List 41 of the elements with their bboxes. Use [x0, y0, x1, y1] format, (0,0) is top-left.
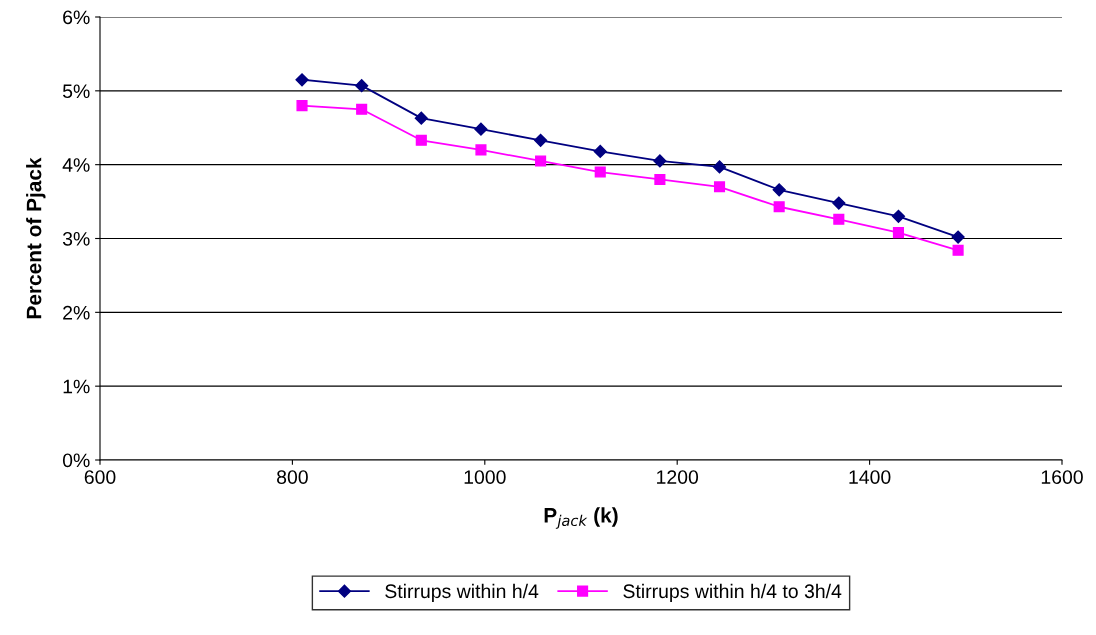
- x-tick-label: 800: [277, 470, 308, 484]
- point: [891, 209, 906, 223]
- point: [414, 111, 428, 125]
- y-tick-label: 5%: [62, 84, 90, 99]
- point: [713, 181, 726, 193]
- point: [832, 196, 846, 210]
- y-tick-label: 1%: [63, 379, 90, 394]
- x-tick-label: 1600: [1041, 470, 1083, 484]
- legend-label: Stirrups within h/4: [385, 583, 539, 602]
- point: [593, 144, 607, 158]
- x-tick-label: 1000: [464, 470, 506, 484]
- point: [772, 183, 786, 197]
- x-tick-label: 1400: [849, 470, 891, 484]
- y-tick-label: 0%: [62, 453, 90, 468]
- point: [654, 173, 666, 185]
- point: [892, 227, 905, 239]
- point: [295, 73, 309, 87]
- point: [474, 122, 488, 136]
- point: [833, 213, 845, 225]
- point: [475, 144, 487, 156]
- point: [355, 79, 369, 93]
- point: [415, 134, 427, 146]
- point: [951, 230, 965, 244]
- x-tick-label: 1200: [657, 470, 699, 484]
- point: [653, 154, 667, 168]
- legend-label: Stirrups within h/4 to 3h/4: [623, 583, 842, 602]
- point: [296, 100, 308, 112]
- point: [952, 244, 964, 256]
- point: [594, 166, 606, 178]
- y-tick-label: 2%: [63, 305, 90, 320]
- y-tick-label: 4%: [62, 158, 90, 172]
- x-tick-label: 600: [84, 470, 116, 484]
- x-axis-title: P$_{jack}$ (k): [544, 507, 618, 529]
- y-tick-label: 3%: [62, 231, 90, 246]
- point: [534, 133, 548, 147]
- point: [356, 103, 368, 115]
- point: [535, 155, 547, 167]
- point: [712, 160, 727, 174]
- y-axis-title: Percent of Pjack: [26, 157, 46, 319]
- y-tick-label: 6%: [63, 10, 90, 25]
- point: [773, 201, 785, 213]
